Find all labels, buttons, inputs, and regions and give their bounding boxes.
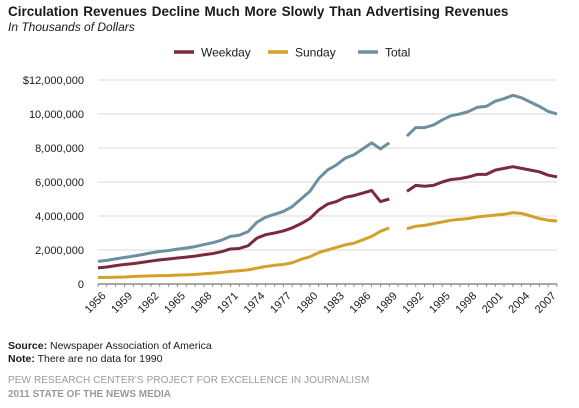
x-tick-label: 1956 xyxy=(83,290,109,316)
legend-label-weekday: Weekday xyxy=(201,46,251,60)
x-tick-label: 1974 xyxy=(242,290,268,316)
x-tick-label: 1980 xyxy=(295,290,321,316)
chart-title: Circulation Revenues Decline Much More S… xyxy=(8,4,509,19)
x-tick-label: 1968 xyxy=(189,290,215,316)
legend-label-sunday: Sunday xyxy=(295,46,336,60)
note-text: There are no data for 1990 xyxy=(34,353,163,365)
y-tick-label: $12,000,000 xyxy=(23,75,84,87)
legend: Weekday Sunday Total xyxy=(174,46,410,60)
x-tick-label: 2007 xyxy=(533,290,559,316)
series-lines xyxy=(97,93,558,280)
note-label: Note: xyxy=(8,353,35,365)
y-tick-label: 6,000,000 xyxy=(35,177,84,189)
y-tick-label: 8,000,000 xyxy=(35,143,84,155)
x-tick-label: 1962 xyxy=(136,290,162,316)
x-tick-label: 1971 xyxy=(215,290,241,316)
y-axis: 0 2,000,000 4,000,000 6,000,000 8,000,000 10,… xyxy=(23,75,84,291)
legend-label-total: Total xyxy=(385,46,410,60)
x-tick-label: 1995 xyxy=(427,290,453,316)
series-line-total xyxy=(97,93,558,263)
source-text: Newspaper Association of America xyxy=(47,340,212,352)
x-tick-label: 1986 xyxy=(348,290,374,316)
x-tick-label: 1965 xyxy=(162,290,188,316)
x-tick-label: 2004 xyxy=(506,290,532,316)
y-tick-label: 10,000,000 xyxy=(29,109,84,121)
source-label: Source: xyxy=(8,340,48,352)
source-note: Source: Newspaper Association of America xyxy=(8,340,212,352)
x-tick-label: 1992 xyxy=(401,290,427,316)
line-chart: Weekday Sunday Total 0 2,000,000 4,000,000 6,… xyxy=(23,46,559,316)
x-tick-label: 1989 xyxy=(374,290,400,316)
y-tick-label: 2,000,000 xyxy=(35,245,84,257)
series-line-weekday xyxy=(97,165,558,270)
x-tick-label: 1983 xyxy=(321,290,347,316)
x-axis: 1956 1959 1962 1965 1968 1971 1974 1977 1980 1983… xyxy=(83,283,559,316)
data-note: Note: There are no data for 1990 xyxy=(8,353,163,365)
x-tick-label: 1998 xyxy=(453,290,479,316)
organization-credit: PEW RESEARCH CENTER'S PROJECT FOR EXCELL… xyxy=(8,375,370,386)
x-tick-label: 2001 xyxy=(480,290,506,316)
x-tick-label: 1977 xyxy=(268,290,294,316)
y-tick-label: 0 xyxy=(78,279,84,291)
chart-subtitle: In Thousands of Dollars xyxy=(8,20,135,34)
x-tick-label: 1959 xyxy=(109,290,135,316)
y-tick-label: 4,000,000 xyxy=(35,211,84,223)
series-line-sunday xyxy=(97,211,558,280)
report-credit: 2011 STATE OF THE NEWS MEDIA xyxy=(8,389,171,400)
